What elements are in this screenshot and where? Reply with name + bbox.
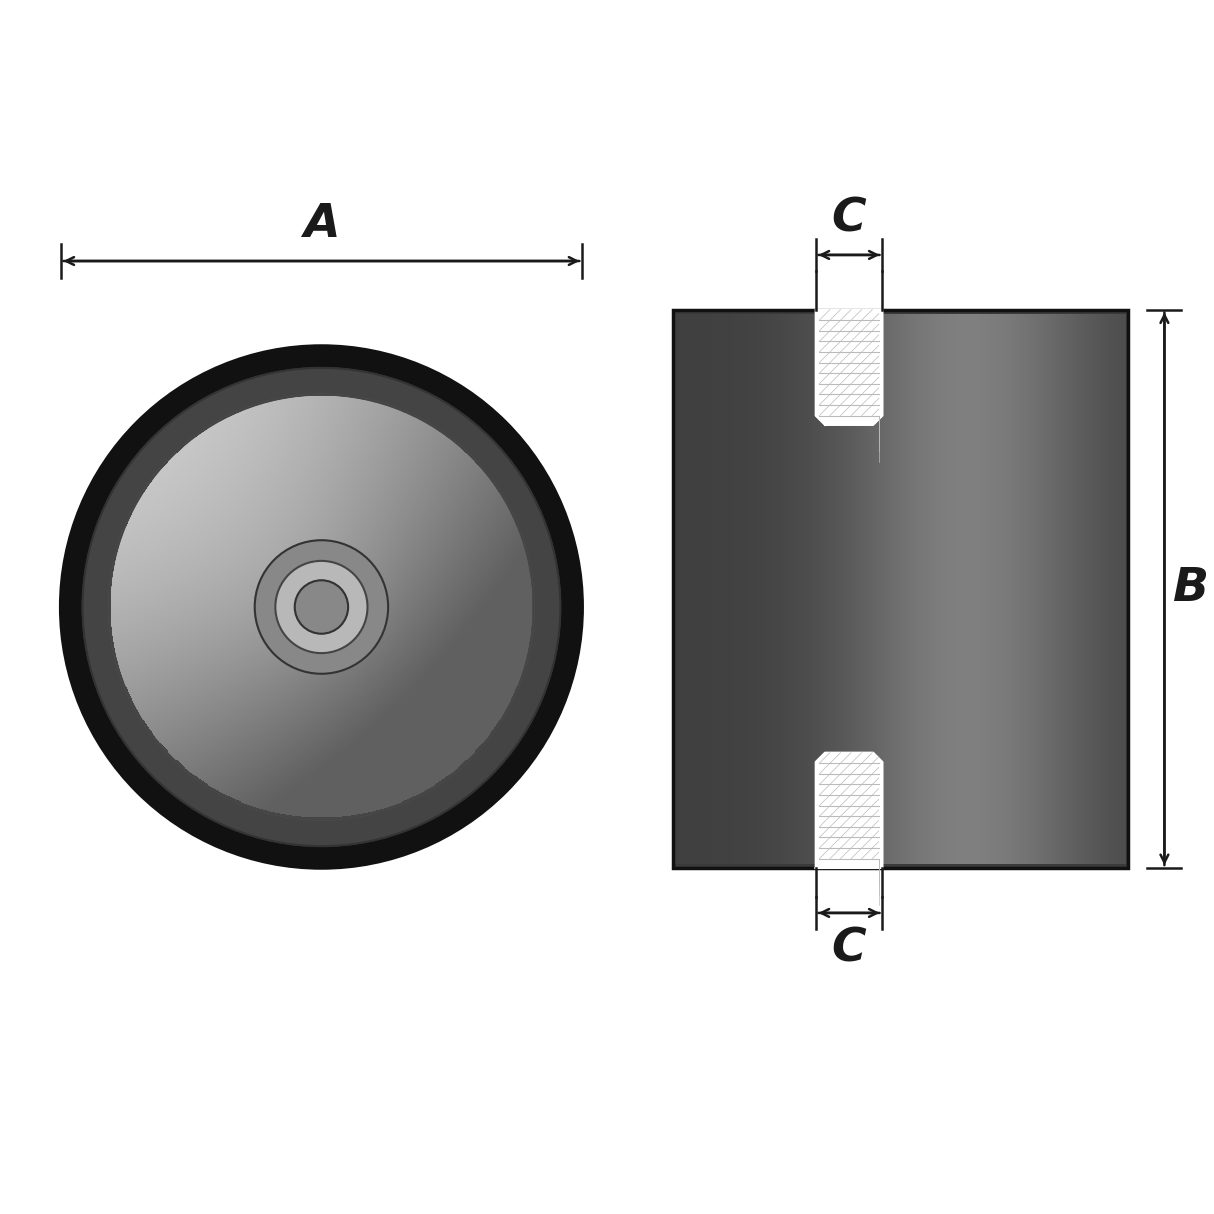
Circle shape (61, 346, 583, 868)
Polygon shape (816, 310, 883, 425)
Circle shape (295, 580, 348, 634)
Text: A: A (304, 202, 340, 248)
Circle shape (83, 368, 561, 846)
Bar (674, 310, 1128, 868)
Text: C: C (832, 926, 867, 972)
Circle shape (255, 540, 388, 674)
Polygon shape (816, 753, 883, 868)
Text: B: B (1173, 566, 1209, 612)
Text: C: C (832, 195, 867, 242)
Circle shape (276, 561, 368, 653)
Bar (674, 310, 1128, 868)
